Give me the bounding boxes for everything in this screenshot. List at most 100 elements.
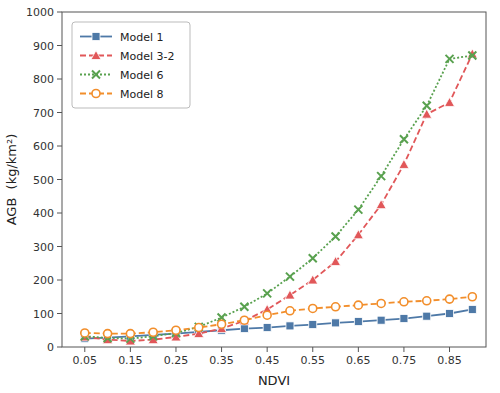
point xyxy=(309,254,317,262)
x-tick-label: 0.75 xyxy=(392,354,417,367)
y-tick xyxy=(57,12,62,13)
point xyxy=(468,305,476,313)
legend-marker xyxy=(92,90,100,98)
x-tick-label: 0.65 xyxy=(346,354,371,367)
point xyxy=(308,275,318,284)
point xyxy=(81,329,89,337)
y-axis-label: AGB (kg/km²) xyxy=(4,134,19,226)
x-tick xyxy=(358,347,359,352)
y-tick-label: 0 xyxy=(47,341,54,354)
x-tick-label: 0.05 xyxy=(73,354,98,367)
point xyxy=(218,320,226,328)
point xyxy=(239,316,249,325)
point xyxy=(263,311,271,319)
y-tick xyxy=(57,112,62,113)
point xyxy=(423,312,431,320)
series-line xyxy=(85,54,473,341)
chart: 0.050.150.250.350.450.550.650.750.850100… xyxy=(0,0,500,393)
point xyxy=(399,159,409,168)
point xyxy=(149,328,157,336)
y-tick xyxy=(57,179,62,180)
point xyxy=(376,200,386,209)
point xyxy=(445,97,455,106)
point xyxy=(423,297,431,305)
point xyxy=(286,307,294,315)
axes: 0.050.150.250.350.450.550.650.750.850100… xyxy=(26,6,462,367)
x-tick xyxy=(312,347,313,352)
point xyxy=(354,318,362,326)
legend-marker xyxy=(92,33,100,41)
legend-marker xyxy=(92,71,100,79)
y-tick xyxy=(57,45,62,46)
point xyxy=(195,323,203,331)
x-tick xyxy=(221,347,222,352)
x-tick-label: 0.25 xyxy=(164,354,189,367)
point xyxy=(172,326,180,334)
x-tick xyxy=(267,347,268,352)
point xyxy=(446,55,454,63)
x-tick xyxy=(130,347,131,352)
point xyxy=(353,230,363,239)
plot-frame xyxy=(62,12,486,347)
point xyxy=(446,295,454,303)
point xyxy=(309,304,317,312)
y-tick-label: 800 xyxy=(33,73,54,86)
point xyxy=(400,298,408,306)
x-tick xyxy=(449,347,450,352)
point xyxy=(332,319,340,327)
point xyxy=(446,310,454,318)
series-line xyxy=(85,297,473,334)
y-tick-label: 400 xyxy=(33,207,54,220)
point xyxy=(286,322,294,330)
y-tick xyxy=(57,280,62,281)
y-tick xyxy=(57,313,62,314)
y-tick-label: 300 xyxy=(33,241,54,254)
point xyxy=(331,257,341,266)
point xyxy=(423,102,431,110)
legend-label: Model 8 xyxy=(120,88,164,101)
y-tick-label: 700 xyxy=(33,107,54,120)
point xyxy=(377,299,385,307)
y-tick-label: 900 xyxy=(33,40,54,53)
point xyxy=(332,232,340,240)
point xyxy=(240,303,248,311)
series-line xyxy=(85,309,473,338)
legend-label: Model 6 xyxy=(120,69,164,82)
point xyxy=(263,324,271,332)
point xyxy=(468,52,476,60)
y-tick-label: 200 xyxy=(33,274,54,287)
x-tick-label: 0.15 xyxy=(118,354,143,367)
point xyxy=(354,206,362,214)
y-tick-label: 500 xyxy=(33,174,54,187)
legend-marker xyxy=(91,51,101,60)
y-tick-label: 1000 xyxy=(26,6,54,19)
point xyxy=(468,293,476,301)
y-tick xyxy=(57,146,62,147)
point xyxy=(240,325,248,333)
point xyxy=(309,321,317,329)
x-tick xyxy=(403,347,404,352)
point xyxy=(400,315,408,323)
x-tick xyxy=(84,347,85,352)
x-tick-label: 0.85 xyxy=(437,354,462,367)
x-tick xyxy=(175,347,176,352)
y-tick xyxy=(57,347,62,348)
legend-label: Model 1 xyxy=(120,31,164,44)
point xyxy=(104,330,112,338)
point xyxy=(377,172,385,180)
y-tick xyxy=(57,79,62,80)
point xyxy=(400,135,408,143)
plot-area xyxy=(62,12,486,347)
point xyxy=(377,316,385,324)
point xyxy=(126,330,134,338)
y-tick xyxy=(57,213,62,214)
point xyxy=(354,301,362,309)
point xyxy=(285,290,295,299)
y-tick-label: 100 xyxy=(33,308,54,321)
point xyxy=(422,109,432,118)
series-line xyxy=(85,56,473,339)
x-tick-label: 0.45 xyxy=(255,354,280,367)
x-tick-label: 0.35 xyxy=(209,354,234,367)
data xyxy=(80,49,478,345)
point xyxy=(332,303,340,311)
